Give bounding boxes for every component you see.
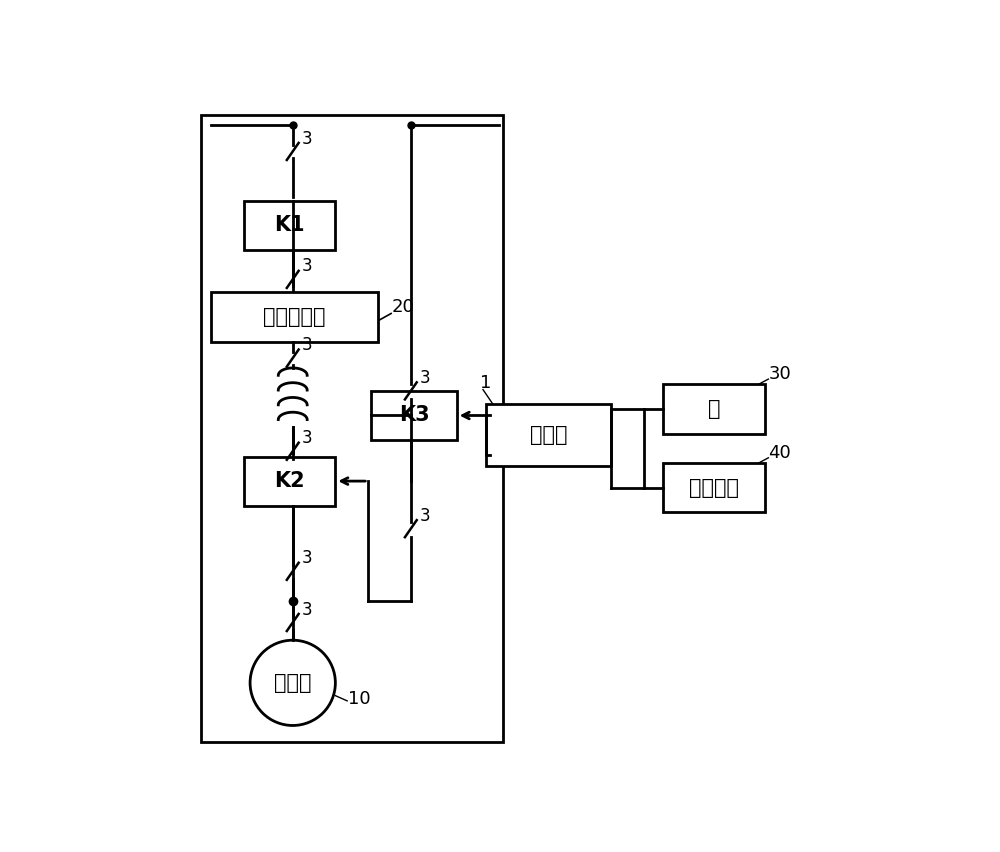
Bar bbox=[371, 391, 457, 440]
Text: 20: 20 bbox=[391, 298, 414, 316]
Bar bbox=[244, 201, 335, 250]
Text: 灯: 灯 bbox=[708, 399, 720, 419]
Text: K2: K2 bbox=[274, 471, 305, 491]
Text: 3: 3 bbox=[419, 369, 430, 387]
Text: 30: 30 bbox=[768, 366, 791, 383]
Bar bbox=[663, 463, 765, 512]
Text: 3: 3 bbox=[301, 130, 312, 147]
Bar bbox=[201, 115, 503, 742]
Text: 3: 3 bbox=[301, 601, 312, 619]
Text: 中压变频器: 中压变频器 bbox=[263, 307, 326, 327]
Bar bbox=[486, 404, 611, 466]
Text: 3: 3 bbox=[301, 337, 312, 354]
Text: K1: K1 bbox=[274, 216, 305, 235]
Bar bbox=[244, 457, 335, 506]
Bar bbox=[211, 292, 378, 342]
Text: 10: 10 bbox=[348, 690, 371, 708]
Text: K3: K3 bbox=[399, 406, 429, 425]
Text: 3: 3 bbox=[301, 429, 312, 447]
Text: 电动机: 电动机 bbox=[274, 673, 311, 693]
Text: 3: 3 bbox=[301, 257, 312, 275]
Text: 3: 3 bbox=[419, 507, 430, 525]
Text: 3: 3 bbox=[301, 550, 312, 567]
Text: 操作开关: 操作开关 bbox=[689, 478, 739, 498]
Bar bbox=[663, 384, 765, 434]
Text: 1: 1 bbox=[480, 374, 491, 392]
Text: 40: 40 bbox=[768, 444, 791, 462]
Text: 控制器: 控制器 bbox=[530, 425, 567, 446]
